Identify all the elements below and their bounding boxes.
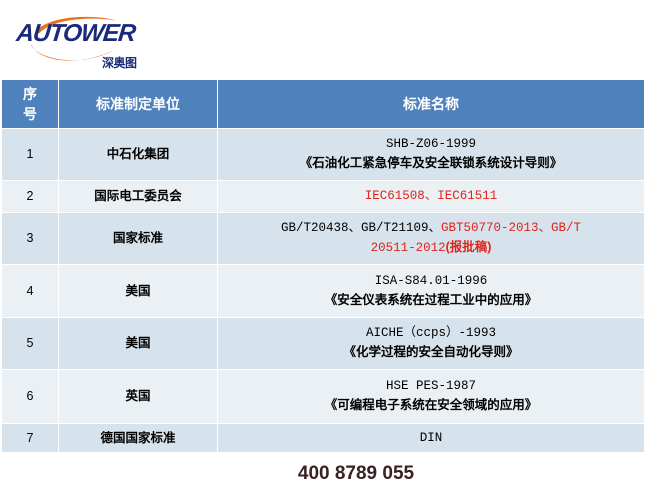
svg-text:AUTOWER: AUTOWER — [14, 20, 138, 47]
svg-text:深奥图: 深奥图 — [102, 55, 137, 70]
